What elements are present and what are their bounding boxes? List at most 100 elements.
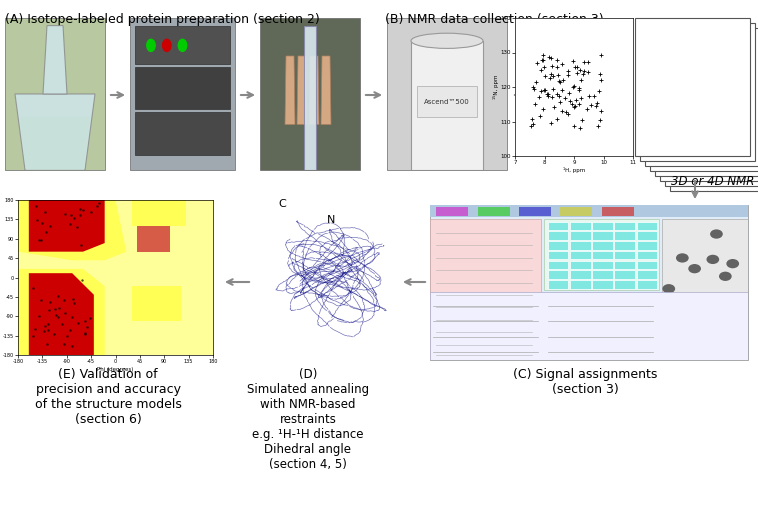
Polygon shape [560,206,592,216]
Polygon shape [662,219,748,360]
Point [535,66,547,74]
Polygon shape [430,219,541,360]
Polygon shape [548,260,568,269]
Polygon shape [297,56,307,124]
Polygon shape [615,251,635,259]
Point [551,56,563,64]
Point [537,50,550,59]
Point [570,96,582,104]
Point [587,92,600,100]
Point [76,276,88,284]
Ellipse shape [719,271,731,281]
Point [572,83,584,92]
Polygon shape [304,26,316,170]
Polygon shape [478,206,509,216]
Point [30,215,42,224]
Point [39,228,52,236]
Polygon shape [570,232,590,240]
Point [543,74,556,82]
Point [556,107,568,115]
Polygon shape [592,280,613,289]
Point [575,93,587,102]
Polygon shape [548,280,568,289]
Circle shape [178,39,186,51]
Point [581,58,594,67]
Polygon shape [548,232,568,240]
Point [546,93,558,101]
Point [527,83,539,92]
Point [35,296,47,304]
Point [44,298,56,306]
Point [533,92,545,101]
Point [572,86,584,94]
Point [554,78,566,87]
Polygon shape [29,200,105,251]
Point [590,101,602,110]
Point [595,107,607,116]
Point [53,303,65,312]
Point [27,284,39,292]
Polygon shape [570,222,590,230]
Point [83,314,96,322]
Point [562,71,574,79]
Circle shape [147,39,155,51]
Polygon shape [637,232,657,240]
Polygon shape [135,67,230,109]
Point [568,122,580,131]
Polygon shape [615,241,635,250]
Point [562,67,575,75]
Point [80,329,92,337]
Text: (D)
Simulated annealing
with NMR-based
restraints
e.g. ¹H-¹H distance
Dihedral a: (D) Simulated annealing with NMR-based r… [247,368,369,471]
Polygon shape [519,206,551,216]
Polygon shape [637,270,657,279]
Ellipse shape [674,337,687,346]
Polygon shape [570,260,590,269]
Point [567,83,579,91]
Point [576,116,588,124]
Point [545,54,557,62]
Point [50,311,62,320]
Polygon shape [637,222,657,230]
Point [577,70,589,78]
Point [542,92,554,100]
Point [537,55,550,64]
Point [568,102,580,111]
Bar [670,53,758,191]
Point [525,122,537,130]
Point [52,292,64,300]
Ellipse shape [726,259,739,268]
Polygon shape [137,226,170,251]
Point [595,51,607,59]
Point [572,100,584,108]
Point [548,103,560,111]
Point [33,312,45,321]
Polygon shape [637,251,657,259]
Polygon shape [570,270,590,279]
Point [590,99,603,107]
Bar [635,18,750,156]
Point [64,219,76,228]
Point [551,63,563,71]
Point [527,120,539,129]
Polygon shape [43,26,67,94]
Point [552,71,564,79]
Point [42,320,55,328]
Polygon shape [615,280,635,289]
Point [593,87,605,95]
Ellipse shape [706,255,719,264]
Polygon shape [592,241,613,250]
Bar [5,18,105,170]
Bar [660,43,758,181]
Point [38,327,50,335]
Point [571,69,583,78]
Polygon shape [592,270,613,279]
Polygon shape [285,56,295,124]
Point [538,86,550,94]
Bar [650,33,758,171]
Point [557,76,569,85]
Polygon shape [437,206,468,216]
Point [92,200,105,208]
Ellipse shape [688,264,701,274]
Point [67,295,79,303]
Point [44,222,56,230]
